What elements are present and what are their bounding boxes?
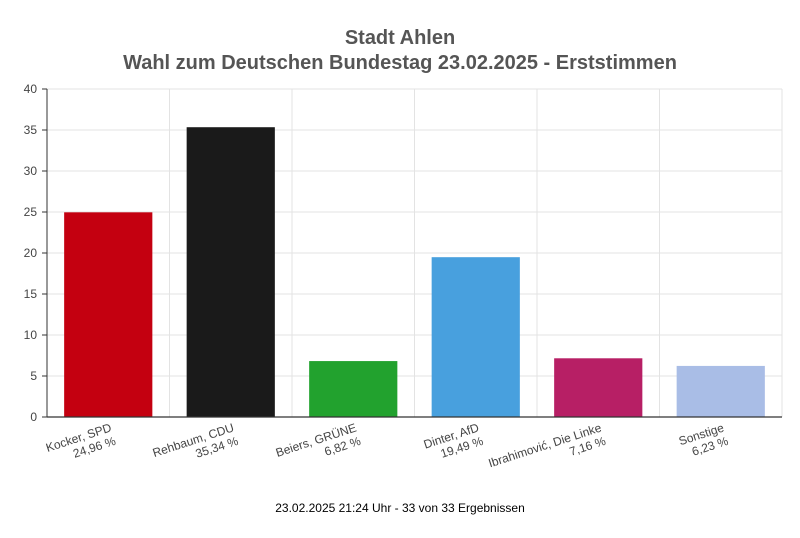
y-tick-label: 0 [30,410,37,424]
x-tick-label: Dinter, AfD19,49 % [422,420,486,464]
footer-status: 23.02.2025 21:24 Uhr - 33 von 33 Ergebni… [275,501,525,515]
x-tick-label: Kocker, SPD24,96 % [44,420,118,468]
y-tick-label: 25 [24,205,38,219]
x-tick-label: Sonstige6,23 % [677,420,730,461]
chart-subtitle: Wahl zum Deutschen Bundestag 23.02.2025 … [123,52,677,74]
bar[interactable] [186,127,275,417]
grid-lines [46,88,783,418]
x-tick-labels: Kocker, SPD24,96 % Rehbaum, CDU35,34 % Bei… [44,420,730,483]
y-tick-label: 35 [24,123,38,137]
x-tick-label: Ibrahimović, Die Linke7,16 % [487,420,608,483]
x-tick-label: Rehbaum, CDU35,34 % [151,420,241,473]
bar[interactable] [309,361,398,417]
y-tick-labels: 0 5 10 15 20 25 30 35 40 [24,82,38,424]
bar[interactable] [554,358,643,417]
bars [64,127,765,417]
y-tick-label: 20 [24,246,38,260]
y-tick-label: 40 [24,82,38,96]
bar[interactable] [431,257,520,417]
axes [42,88,782,418]
y-tick-label: 5 [30,369,37,383]
chart-title: Stadt Ahlen [344,27,456,49]
bar[interactable] [676,365,765,417]
bar[interactable] [64,212,153,417]
x-tick-label: Beiers, GRÜNE6,82 % [274,420,363,473]
y-tick-label: 30 [24,164,38,178]
y-tick-label: 10 [24,328,38,342]
y-tick-label: 15 [24,287,38,301]
